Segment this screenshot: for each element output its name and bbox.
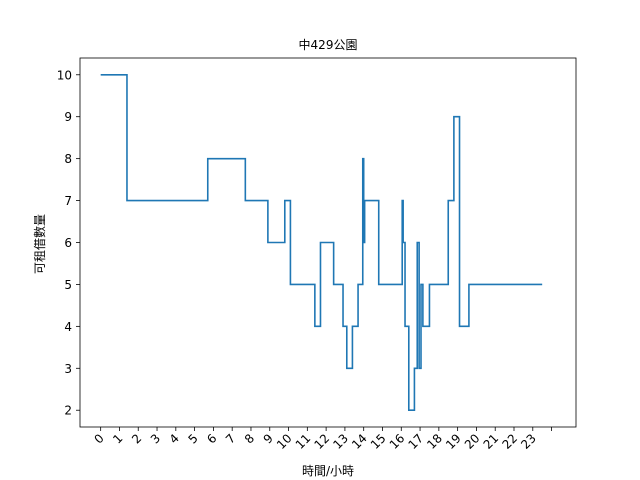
y-tick-label: 6 [64,236,72,250]
y-tick-label: 8 [64,152,72,166]
chart-title: 中429公園 [299,37,358,52]
y-tick-label: 10 [57,68,72,82]
x-axis-label: 時間/小時 [302,464,354,478]
plot-area [79,57,577,428]
y-tick-label: 2 [64,404,72,418]
y-tick-label: 5 [64,278,72,292]
y-axis-label: 可租借數量 [33,214,47,274]
series-line-0 [100,73,543,412]
y-tick-label: 3 [64,362,72,376]
y-tick-label: 4 [64,320,72,334]
y-tick-label: 7 [64,194,72,208]
y-tick-label: 9 [64,110,72,124]
y-axis-ticks: 2 3 4 5 6 7 8 9 10 [57,68,80,418]
